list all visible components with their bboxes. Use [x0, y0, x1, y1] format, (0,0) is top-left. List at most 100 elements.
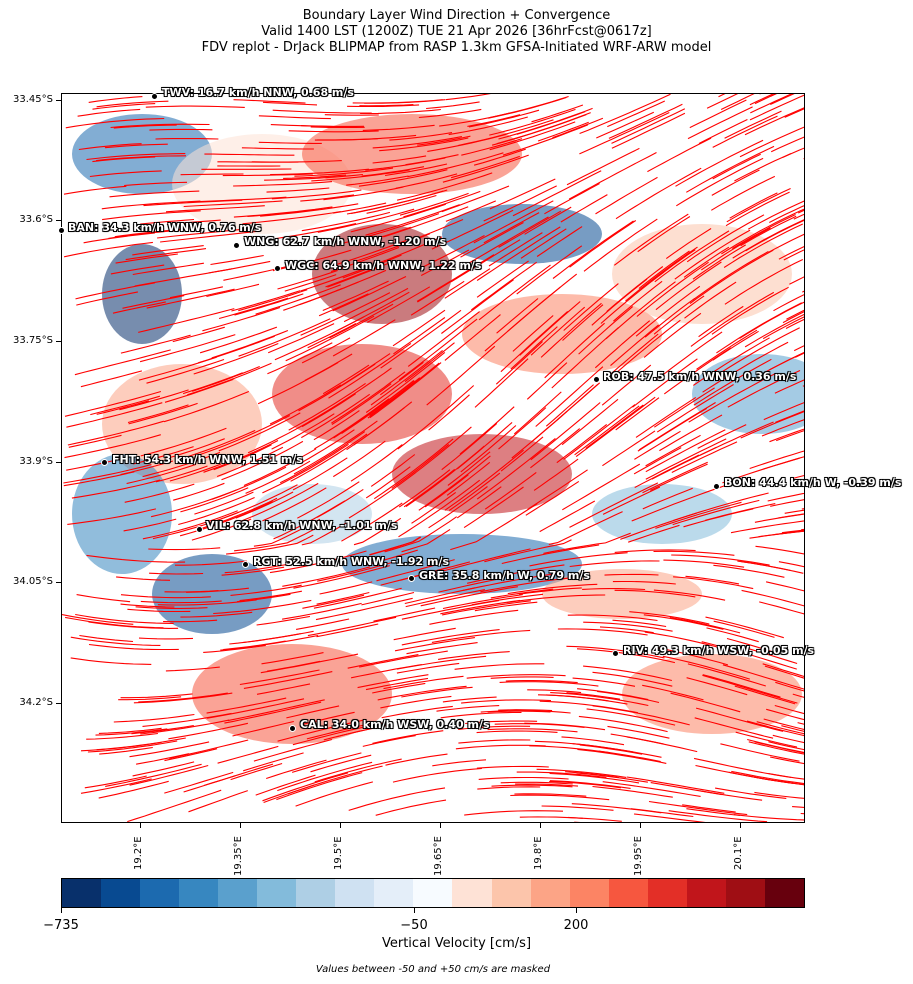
wind-streamline: [341, 380, 415, 434]
wind-streamline: [495, 341, 543, 385]
lon-tick-mark: [140, 823, 141, 828]
wind-streamline: [633, 447, 682, 475]
wind-streamline: [372, 136, 462, 149]
wind-streamline: [450, 155, 520, 179]
wind-streamline: [642, 684, 704, 701]
wind-streamline: [113, 124, 177, 129]
wind-streamline: [602, 333, 659, 382]
wind-streamline: [216, 446, 284, 478]
wind-streamline: [568, 152, 657, 200]
wind-streamline: [427, 133, 507, 152]
station-marker-gre[interactable]: [408, 575, 415, 582]
lat-tick-label: 33.6°S: [19, 214, 53, 225]
wind-streamline: [549, 780, 631, 789]
wind-streamline: [483, 185, 557, 222]
wind-streamline: [702, 674, 798, 704]
station-marker-wng[interactable]: [233, 242, 240, 249]
wind-streamline: [429, 609, 519, 625]
wind-streamline: [750, 94, 793, 114]
wind-streamline: [180, 611, 253, 618]
wind-streamline: [238, 289, 308, 312]
wind-streamline: [775, 410, 804, 423]
station-marker-ban[interactable]: [58, 227, 65, 234]
wind-streamline: [316, 623, 379, 638]
wind-streamline: [686, 214, 765, 263]
wind-streamline: [462, 216, 549, 268]
wind-streamline: [506, 594, 606, 604]
wind-streamline: [466, 674, 566, 679]
wind-streamline: [112, 301, 166, 314]
velocity-patch: [72, 454, 172, 574]
wind-streamline: [322, 280, 389, 312]
wind-streamline: [116, 576, 171, 581]
station-marker-rgt[interactable]: [242, 561, 249, 568]
wind-streamline: [138, 692, 228, 703]
wind-streamline: [602, 781, 701, 797]
station-marker-wgc[interactable]: [274, 265, 281, 272]
wind-streamline: [548, 511, 623, 545]
wind-streamline: [149, 572, 204, 575]
map-title: Boundary Layer Wind Direction + Converge…: [0, 8, 913, 56]
wind-streamline: [90, 395, 161, 416]
wind-streamline: [127, 608, 191, 613]
wind-streamline: [579, 744, 643, 755]
wind-streamline: [644, 631, 742, 655]
wind-streamline: [535, 366, 604, 427]
wind-streamline: [686, 145, 775, 193]
wind-streamline: [689, 249, 774, 304]
station-marker-rob[interactable]: [593, 376, 600, 383]
lat-tick-mark: [56, 100, 61, 101]
station-marker-riv[interactable]: [612, 650, 619, 657]
wind-streamline: [720, 94, 755, 110]
wind-streamline: [507, 583, 598, 595]
wind-streamline: [291, 752, 362, 773]
colorbar-segment: [218, 879, 258, 907]
station-marker-bon[interactable]: [713, 483, 720, 490]
wind-streamline: [444, 449, 524, 511]
wind-streamline: [783, 249, 804, 261]
wind-streamline: [384, 516, 458, 553]
wind-streamline: [188, 790, 248, 813]
wind-streamline: [394, 637, 475, 652]
wind-streamline: [360, 108, 441, 115]
wind-streamline: [108, 228, 189, 239]
wind-streamline: [476, 730, 558, 734]
wind-streamline: [699, 421, 774, 456]
wind-streamline: [536, 226, 583, 257]
station-marker-vil[interactable]: [196, 526, 203, 533]
station-marker-cal[interactable]: [289, 725, 296, 732]
wind-streamline: [65, 616, 164, 629]
wind-streamline: [164, 438, 225, 460]
wind-streamline: [80, 778, 152, 794]
wind-streamline: [692, 244, 746, 280]
wind-streamline: [362, 735, 416, 747]
wind-streamline: [341, 502, 403, 542]
station-marker-twv[interactable]: [151, 93, 158, 100]
wind-streamline: [96, 400, 150, 415]
colorbar-segment: [62, 879, 102, 907]
wind-streamline: [604, 573, 659, 576]
wind-streamline: [692, 251, 769, 301]
wind-streamline: [566, 645, 665, 659]
wind-streamline: [444, 268, 491, 299]
wind-streamline: [594, 320, 651, 369]
wind-streamline: [665, 228, 712, 260]
wind-streamline: [635, 285, 701, 337]
wind-streamline: [574, 405, 640, 456]
wind-streamline: [113, 713, 195, 723]
wind-streamline: [689, 99, 747, 129]
wind-streamline: [180, 173, 244, 176]
wind-streamline: [436, 705, 500, 712]
wind-streamline: [233, 99, 306, 104]
wind-streamline: [317, 134, 417, 141]
wind-streamline: [460, 425, 517, 473]
velocity-patch: [622, 654, 802, 734]
wind-streamline: [145, 105, 245, 108]
wind-streamline: [418, 108, 482, 119]
wind-map[interactable]: [61, 93, 805, 823]
wind-streamline: [256, 683, 311, 695]
wind-streamline: [221, 440, 304, 481]
wind-streamline: [88, 96, 143, 103]
wind-streamline: [440, 711, 522, 719]
station-marker-fht[interactable]: [101, 459, 108, 466]
